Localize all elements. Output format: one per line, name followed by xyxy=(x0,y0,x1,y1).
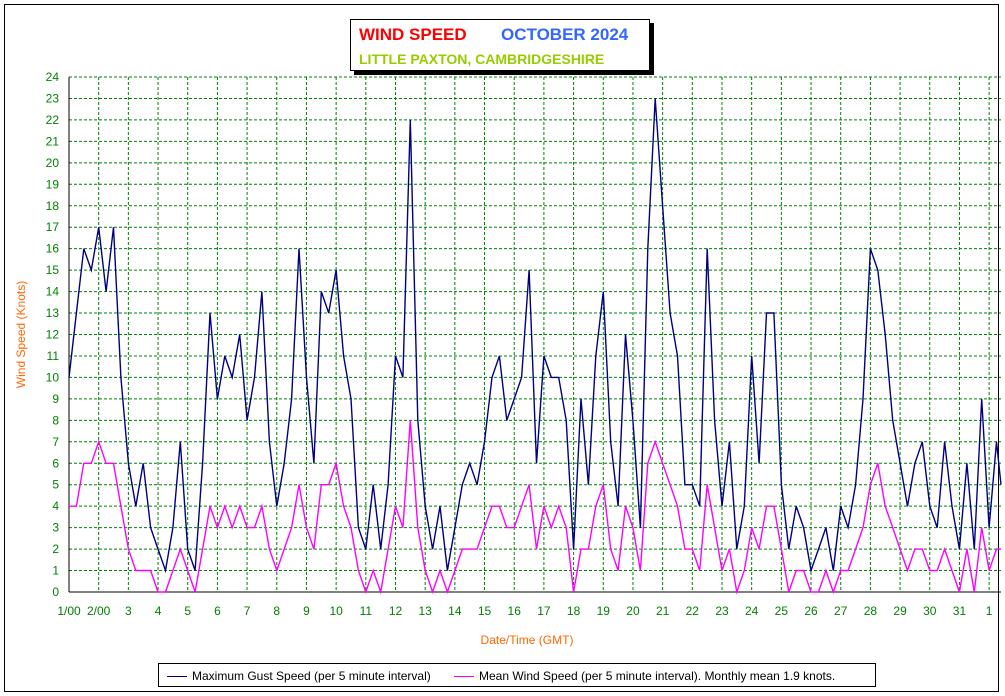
y-tick-label: 14 xyxy=(46,285,60,299)
x-tick-label: 22 xyxy=(686,604,700,618)
legend-entry-gust: Maximum Gust Speed (per 5 minute interva… xyxy=(167,669,431,683)
x-tick-label: 9 xyxy=(303,604,310,618)
y-tick-label: 16 xyxy=(46,242,60,256)
x-tick-label: 1 xyxy=(986,604,993,618)
y-tick-label: 1 xyxy=(52,564,59,578)
x-tick-label: 18 xyxy=(567,604,581,618)
x-tick-label: 13 xyxy=(418,604,432,618)
x-tick-label: 29 xyxy=(893,604,907,618)
y-tick-label: 11 xyxy=(47,349,60,363)
y-tick-label: 20 xyxy=(46,156,60,170)
legend-entry-mean: Mean Wind Speed (per 5 minute interval).… xyxy=(454,669,835,683)
y-tick-label: 7 xyxy=(52,435,59,449)
x-tick-label: 15 xyxy=(478,604,492,618)
x-tick-label: 30 xyxy=(923,604,937,618)
x-tick-label: 16 xyxy=(508,604,522,618)
x-tick-label: 23 xyxy=(715,604,729,618)
legend-swatch-mean xyxy=(454,675,474,677)
y-tick-label: 23 xyxy=(46,91,60,105)
y-tick-label: 8 xyxy=(52,413,59,427)
x-tick-label: 17 xyxy=(537,604,551,618)
title-right: OCTOBER 2024 xyxy=(501,25,629,44)
x-tick-label: 21 xyxy=(656,604,670,618)
y-tick-label: 13 xyxy=(46,306,60,320)
y-tick-label: 12 xyxy=(46,328,60,342)
chart-subtitle: LITTLE PAXTON, CAMBRIDGESHIRE xyxy=(359,51,605,67)
legend-label-mean: Mean Wind Speed (per 5 minute interval).… xyxy=(479,669,836,683)
y-tick-label: 6 xyxy=(52,456,59,470)
x-tick-label: 20 xyxy=(626,604,640,618)
y-tick-label: 5 xyxy=(52,478,59,492)
y-tick-label: 15 xyxy=(46,263,60,277)
y-tick-label: 0 xyxy=(52,585,59,599)
legend: Maximum Gust Speed (per 5 minute interva… xyxy=(158,663,876,687)
y-tick-label: 18 xyxy=(46,199,60,213)
x-tick-label: 1/00 xyxy=(57,604,81,618)
x-tick-label: 3 xyxy=(125,604,132,618)
x-tick-label: 31 xyxy=(953,604,967,618)
x-tick-label: 6 xyxy=(214,604,221,618)
gust-series-line xyxy=(68,98,1002,574)
y-tick-label: 3 xyxy=(52,521,59,535)
x-tick-label: 28 xyxy=(864,604,878,618)
x-tick-label: 11 xyxy=(360,604,373,618)
x-tick-label: 4 xyxy=(155,604,162,618)
y-tick-label: 19 xyxy=(46,177,60,191)
y-axis-title: Wind Speed (Knots) xyxy=(14,281,28,388)
title-left: WIND SPEED xyxy=(359,25,467,44)
title-box: WIND SPEED OCTOBER 2024 LITTLE PAXTON, C… xyxy=(350,19,650,71)
x-tick-label: 10 xyxy=(329,604,343,618)
x-tick-label: 14 xyxy=(448,604,462,618)
legend-label-gust: Maximum Gust Speed (per 5 minute interva… xyxy=(192,669,431,683)
x-tick-label: 7 xyxy=(244,604,251,618)
x-tick-label: 2/00 xyxy=(87,604,111,618)
y-tick-label: 17 xyxy=(46,220,60,234)
x-tick-label: 24 xyxy=(745,604,759,618)
x-tick-label: 27 xyxy=(834,604,848,618)
legend-swatch-gust xyxy=(167,675,187,677)
y-tick-label: 22 xyxy=(46,113,60,127)
y-tick-label: 9 xyxy=(52,392,59,406)
mean-series-line xyxy=(69,420,1001,595)
y-tick-label: 21 xyxy=(46,134,60,148)
y-tick-label: 24 xyxy=(46,70,60,84)
y-tick-label: 10 xyxy=(46,370,60,384)
x-tick-label: 5 xyxy=(184,604,191,618)
x-tick-label: 12 xyxy=(389,604,403,618)
x-axis-title: Date/Time (GMT) xyxy=(481,633,574,647)
y-tick-label: 4 xyxy=(52,499,59,513)
x-tick-label: 25 xyxy=(775,604,789,618)
x-tick-label: 8 xyxy=(273,604,280,618)
x-tick-label: 19 xyxy=(597,604,611,618)
y-tick-label: 2 xyxy=(52,542,59,556)
x-tick-label: 26 xyxy=(804,604,818,618)
